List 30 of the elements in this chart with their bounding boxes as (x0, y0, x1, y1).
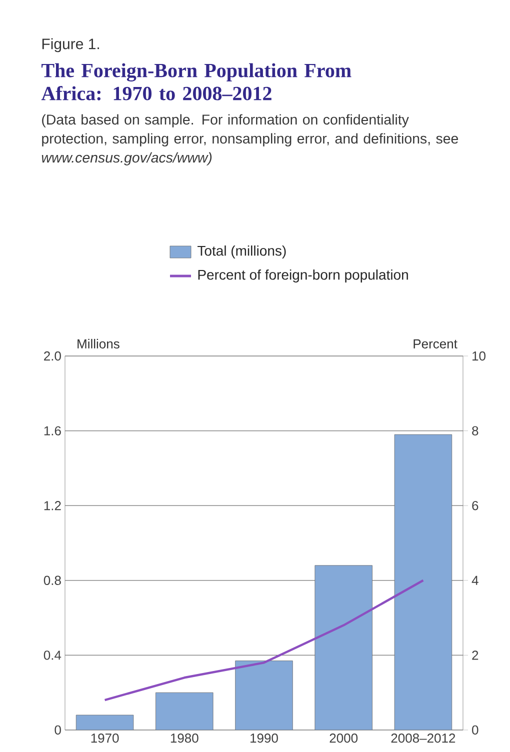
y-tick-label: 2.0 (44, 351, 61, 361)
bar (235, 660, 293, 730)
y2-axis-title: Percent (414, 339, 458, 348)
y-tick-label: 1.6 (44, 426, 61, 436)
bar (314, 565, 372, 730)
y2-tick-label: 10 (472, 351, 486, 361)
y-tick-label: 0.4 (44, 650, 62, 660)
y2-tick-label: 4 (472, 576, 478, 585)
legend-label: Total (millions) (198, 245, 286, 259)
y-axis-title: Millions (78, 338, 120, 348)
chart-title: The Foreign-Born Population From Africa: 1970 to 2008–2012 (41, 63, 352, 100)
line-series (104, 579, 424, 702)
bar (76, 714, 134, 730)
x-tick-label: 1970 (91, 734, 119, 743)
x-tick-label: 1980 (170, 734, 198, 743)
y-tick-label: 1.2 (44, 501, 61, 510)
x-tick-label: 2008–2012 (391, 734, 456, 743)
bar (394, 434, 452, 730)
caption: Figure 1. (42, 38, 99, 52)
chart-subtitle: (Data based on sample. For information on confidentiality protection, sampling error, nonsampling error, and definitions, see www.census.gov/acs/www) (42, 114, 458, 166)
x-tick-label: 2000 (330, 734, 358, 743)
y2-tick-label: 2 (472, 650, 478, 660)
y-tick-label: 0 (54, 725, 61, 735)
legend-label: Percent of foreign-born population (198, 269, 408, 283)
bar (156, 692, 214, 730)
y-tick-label: 0.8 (44, 576, 61, 585)
y2-tick-label: 6 (472, 500, 478, 510)
y2-tick-label: 0 (472, 725, 478, 735)
x-tick-label: 1990 (250, 734, 278, 743)
y2-tick-label: 8 (472, 426, 478, 436)
